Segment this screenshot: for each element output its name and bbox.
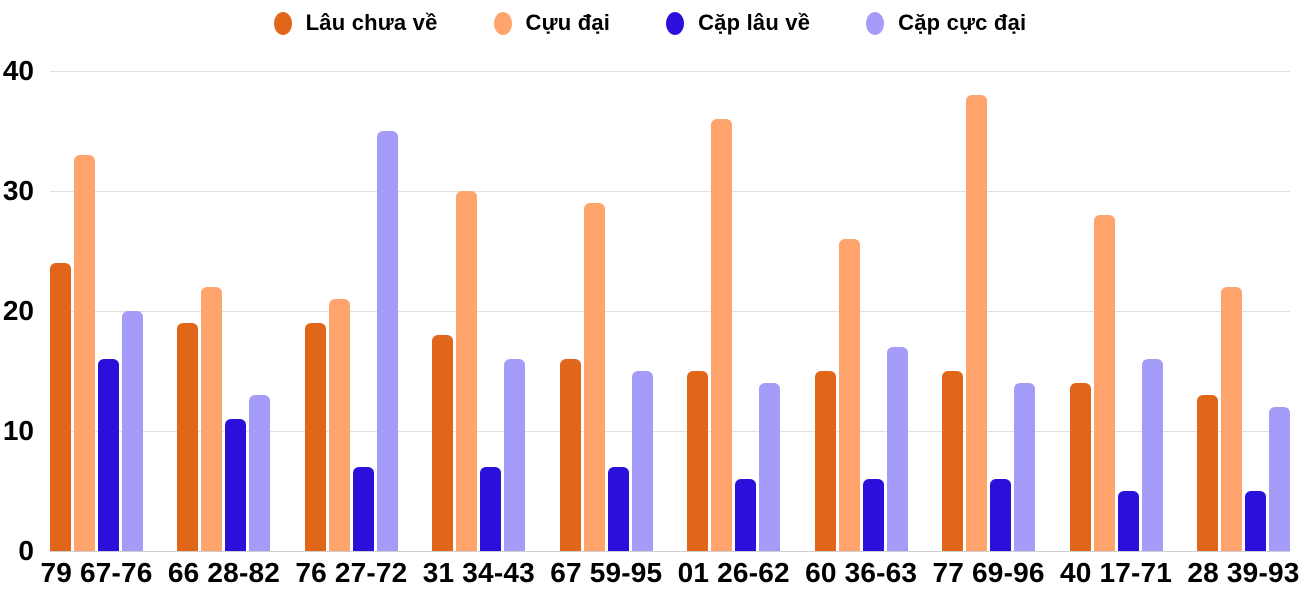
gridline [50,190,1290,192]
bar [122,311,143,551]
y-tick-label: 20 [2,295,34,326]
bar [50,263,71,551]
bar [304,323,326,551]
legend-label: Cựu đại [525,10,611,35]
y-tick-label: 30 [2,175,34,206]
bar-groups [50,71,1290,551]
bar [352,467,374,551]
bar [1220,287,1242,551]
legend-label: Cặp lâu về [698,10,811,35]
gridline [50,430,1290,432]
bar [886,347,908,551]
bar [862,479,884,551]
bar [990,479,1012,551]
bar-group [1069,71,1163,551]
x-category-label: 67 59-95 [550,557,663,588]
bar [942,371,964,551]
bar [559,359,581,551]
x-category-label: 76 27-72 [295,557,408,588]
bar [328,299,350,551]
bar [838,239,860,551]
gridline [50,310,1290,312]
plot-area [50,70,1290,552]
bar-group [559,71,653,551]
legend-item: Cựu đại [493,10,611,36]
bar [814,371,836,551]
bar-group [814,71,908,551]
bar [432,335,454,551]
legend-item: Lâu chưa về [273,10,438,36]
x-category-label: 31 34-43 [422,557,535,588]
legend: Lâu chưa về Cựu đại Cặp lâu về Cặp cực đại [0,4,1300,42]
bar [225,419,247,551]
bar [504,359,526,551]
bar [687,371,709,551]
x-category-label: 60 36-63 [805,557,918,588]
legend-color-dot-icon [493,11,512,35]
y-tick-label: 0 [18,535,34,566]
legend-color-dot-icon [866,11,885,35]
bar [1093,215,1115,551]
bar-group [432,71,526,551]
bar [759,383,781,551]
y-tick-label: 40 [2,55,34,86]
x-category-label: 66 28-82 [167,557,281,588]
bar [583,203,605,551]
x-category-label: 77 69-96 [932,557,1045,588]
x-category-label: 28 39-93 [1187,557,1300,588]
bar [631,371,653,551]
bar [1244,491,1266,551]
legend-label: Lâu chưa về [305,10,438,35]
bar [711,119,733,551]
bar [249,395,271,551]
bar [1196,395,1218,551]
bar-group [687,71,781,551]
bar-group [1196,71,1290,551]
y-axis-labels: 0 10 20 30 40 [0,55,34,566]
legend-item: Cặp cực đại [866,10,1026,36]
x-category-label: 01 26-62 [677,557,790,588]
gridline [50,70,1290,72]
bar [1141,359,1163,551]
legend-color-dot-icon [666,11,685,35]
bar-group [304,71,398,551]
bar [177,323,199,551]
x-category-label: 40 17-71 [1059,557,1173,588]
x-axis-labels: 79 67-76 66 28-82 76 27-72 31 34-43 67 59-95… [40,557,1300,589]
bar [456,191,478,551]
x-axis-baseline [50,550,1290,552]
bar [376,131,398,551]
bar [74,155,95,551]
bar [480,467,502,551]
bar [735,479,757,551]
legend-item: Cặp lâu về [666,10,810,36]
bar [966,95,988,551]
legend-label: Cặp cực đại [898,10,1027,35]
bar [607,467,629,551]
x-category-label: 79 67-76 [40,557,153,588]
bar [1117,491,1139,551]
bar-group [177,71,271,551]
bar [1069,383,1091,551]
legend-color-dot-icon [273,11,292,35]
bar-group [50,71,143,551]
bar-group [942,71,1036,551]
bar [98,359,119,551]
bar [201,287,223,551]
y-tick-label: 10 [2,415,34,446]
bar [1014,383,1036,551]
bar [1268,407,1290,551]
